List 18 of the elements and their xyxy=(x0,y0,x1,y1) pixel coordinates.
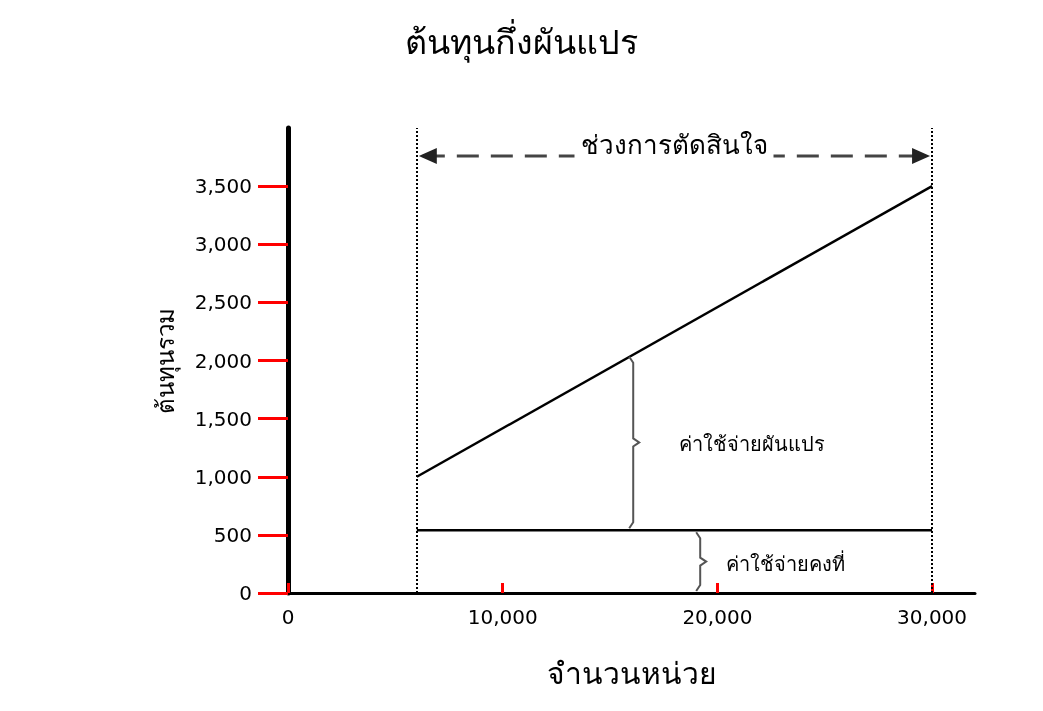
x-tick-label: 20,000 xyxy=(682,605,753,629)
y-tick-label: 500 xyxy=(213,522,252,547)
y-tick-label: 3,500 xyxy=(194,174,252,199)
x-tick-label: 0 xyxy=(281,605,295,629)
y-tick-label: 2,000 xyxy=(194,348,252,373)
annotation: ค่าใช้จ่ายคงที่ xyxy=(725,549,847,578)
y-axis-title: ต้นทุนรวม xyxy=(152,307,181,414)
x-axis-title: จำนวนหน่วย xyxy=(546,655,717,691)
x-tick-label: 10,000 xyxy=(467,605,538,629)
annotation: ช่วงการตัดสินใจ xyxy=(574,124,774,165)
y-tick-label: 1,000 xyxy=(194,464,252,489)
annotation: ค่าใช้จ่ายผันแปร xyxy=(678,431,827,459)
y-tick-label: 2,500 xyxy=(194,290,252,315)
y-tick-label: 1,500 xyxy=(194,406,252,431)
y-tick-label: 0 xyxy=(239,581,252,605)
y-tick-label: 3,000 xyxy=(194,232,252,257)
x-tick-label: 30,000 xyxy=(897,605,968,629)
chart-title: ต้นทุนกึ่งผันแปร xyxy=(405,19,638,63)
